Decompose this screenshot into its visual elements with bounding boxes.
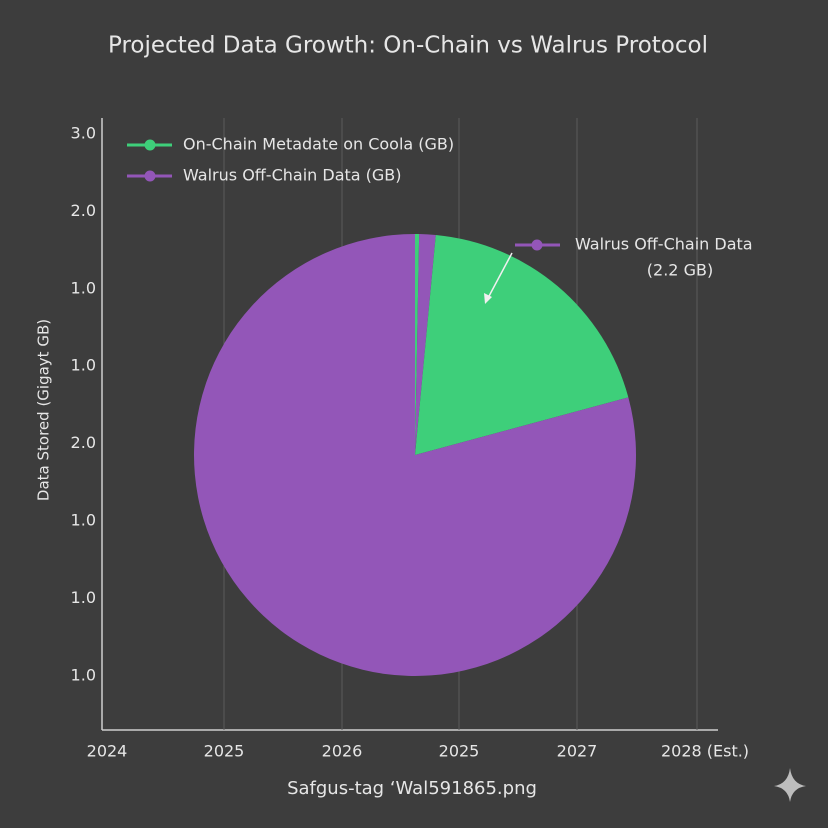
annotation-text: (2.2 GB) — [647, 261, 713, 280]
y-tick-label: 1.0 — [71, 356, 96, 375]
annotation-text: Walrus Off-Chain Data — [575, 235, 753, 254]
y-axis-label: Data Stored (Gigayt GB) — [35, 319, 53, 501]
annotation-arrow — [487, 252, 513, 299]
y-tick-label: 1.0 — [71, 278, 96, 297]
sparkle-icon — [774, 768, 806, 802]
chart-title: Projected Data Growth: On-Chain vs Walru… — [108, 33, 708, 59]
legend-label: Walrus Off-Chain Data (GB) — [183, 166, 402, 185]
annotation-arrowhead — [484, 293, 492, 304]
y-tick-label: 1.0 — [71, 588, 96, 607]
x-tick-label: 2027 — [557, 742, 598, 761]
pie-slice — [194, 234, 637, 676]
x-tick-label: 2025 — [439, 742, 480, 761]
y-tick-label: 3.0 — [71, 124, 96, 143]
pie-slice — [415, 234, 436, 455]
legend-marker — [144, 170, 156, 182]
y-tick-label: 2.0 — [71, 201, 96, 220]
x-tick-label: 2024 — [87, 742, 128, 761]
pie-slice — [415, 234, 420, 455]
y-tick-label: 1.0 — [71, 511, 96, 530]
legend-label: On-Chain Metadate on Coola (GB) — [183, 135, 454, 154]
x-tick-label: 2025 — [204, 742, 245, 761]
x-axis-label: Safgus-tag ‘Wal591865.png — [287, 778, 537, 799]
x-tick-label: 2028 (Est.) — [661, 742, 749, 761]
annotation-marker — [531, 239, 543, 251]
y-tick-label: 1.0 — [71, 665, 96, 684]
y-tick-label: 2.0 — [71, 433, 96, 452]
pie-slice — [415, 234, 629, 455]
legend-marker — [144, 139, 156, 151]
x-tick-label: 2026 — [322, 742, 363, 761]
